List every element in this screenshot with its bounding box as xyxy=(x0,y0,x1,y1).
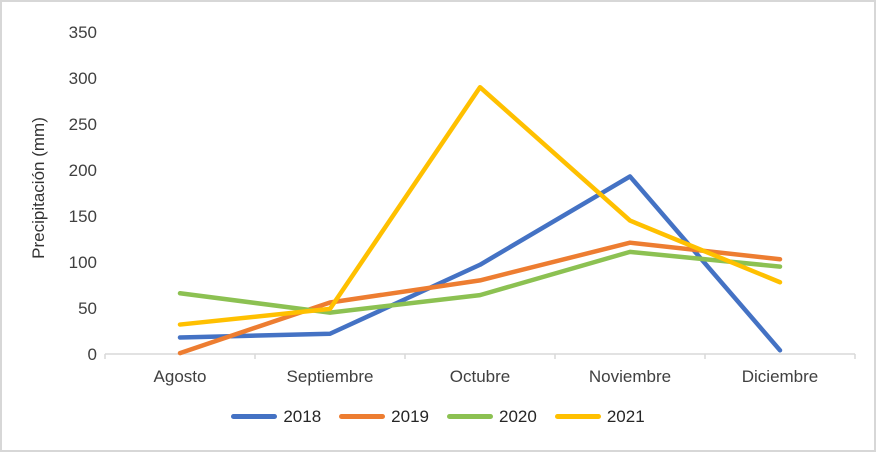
y-tick-label: 150 xyxy=(69,207,97,226)
y-tick-label: 300 xyxy=(69,69,97,88)
legend-label: 2018 xyxy=(283,407,322,426)
y-tick-label: 350 xyxy=(69,23,97,42)
legend-item-2020: 2020 xyxy=(447,408,537,425)
series-line-2020 xyxy=(177,249,783,315)
y-tick-label: 100 xyxy=(69,253,97,272)
x-category-label: Noviembre xyxy=(589,367,671,386)
legend-line-swatch xyxy=(339,414,386,419)
legend-line-swatch xyxy=(554,414,601,419)
legend-line-swatch xyxy=(447,414,493,419)
x-category-label: Agosto xyxy=(154,367,207,386)
y-tick-label: 0 xyxy=(88,345,97,364)
series-line-2021 xyxy=(177,84,783,327)
series-line-2018 xyxy=(177,174,783,353)
y-tick-label: 200 xyxy=(69,161,97,180)
y-tick-label: 50 xyxy=(78,299,97,318)
legend-label: 2021 xyxy=(606,407,645,426)
legend-label: 2020 xyxy=(499,407,537,426)
chart-legend: 2018 2019 2020 2021 xyxy=(2,408,874,425)
legend-label: 2019 xyxy=(391,407,429,426)
legend-line-swatch xyxy=(231,414,278,419)
y-tick-label: 250 xyxy=(69,115,97,134)
series-line-2019 xyxy=(177,240,783,356)
y-axis-title: Precipitación (mm) xyxy=(29,117,48,259)
legend-item-2018: 2018 xyxy=(231,408,321,425)
x-category-label: Septiembre xyxy=(287,367,374,386)
legend-item-2019: 2019 xyxy=(339,408,429,425)
legend-item-2021: 2021 xyxy=(554,407,645,426)
x-category-label: Diciembre xyxy=(742,367,819,386)
x-category-label: Octubre xyxy=(450,367,510,386)
